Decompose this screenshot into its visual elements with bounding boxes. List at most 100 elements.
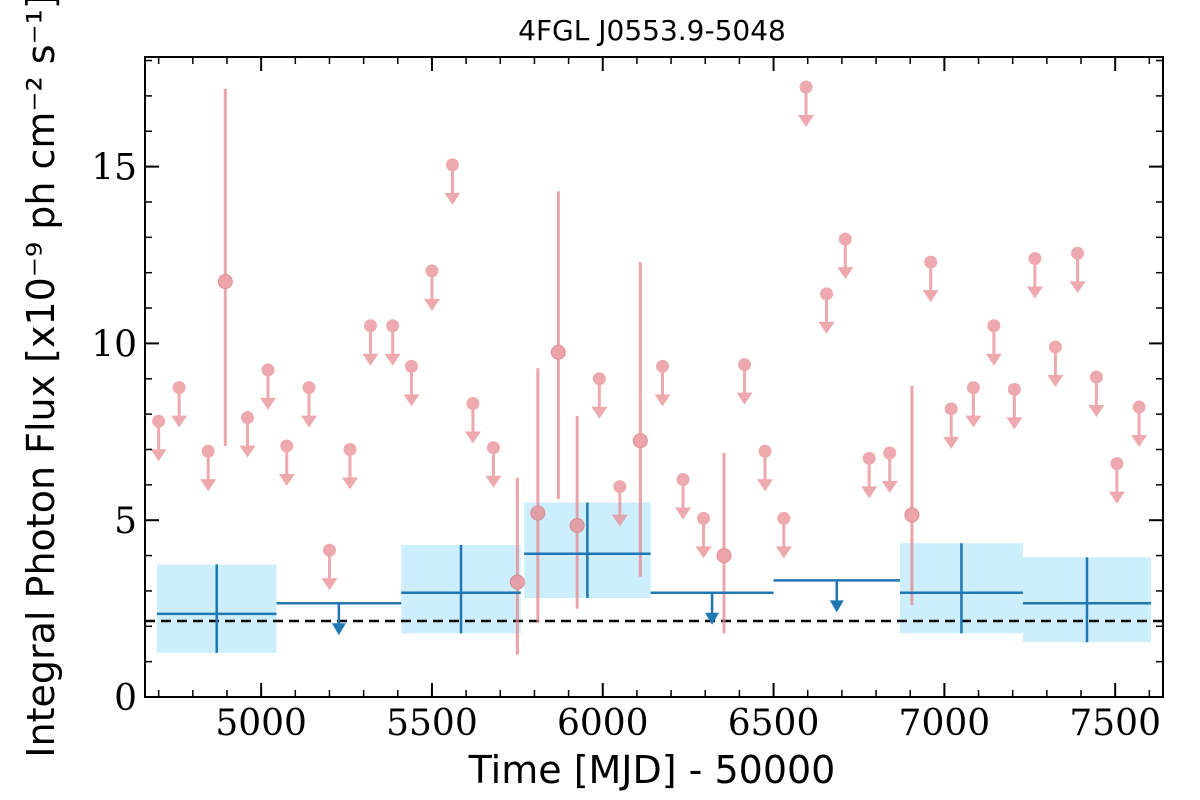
upper-limit-arrowhead <box>485 475 502 488</box>
short-bin-upper-limit <box>1131 400 1148 448</box>
long-limit-arrowhead <box>829 600 844 613</box>
short-bin-upper-limit <box>403 359 420 407</box>
upper-limit-marker <box>883 446 897 460</box>
upper-limit-marker <box>404 359 418 373</box>
upper-limit-arrowhead <box>1069 281 1086 294</box>
short-bin-upper-limit <box>1088 370 1105 417</box>
long-bin-upper-limit <box>276 602 402 636</box>
upper-limit-arrowhead <box>861 486 878 499</box>
short-bin-detection <box>530 368 546 623</box>
short-bin-upper-limit <box>362 319 379 366</box>
short-bin-upper-limit <box>239 411 256 458</box>
upper-limit-arrowhead <box>922 290 939 303</box>
short-bin-upper-limit <box>150 414 167 462</box>
short-bin-upper-limit <box>278 439 295 486</box>
short-bin-upper-limit <box>1026 252 1043 299</box>
upper-limit-marker <box>758 444 772 458</box>
upper-limit-marker <box>987 319 1001 333</box>
upper-limit-arrowhead <box>341 477 358 490</box>
short-bin-upper-limit <box>485 441 502 488</box>
short-bin-upper-limit <box>881 446 898 494</box>
upper-limit-arrowhead <box>403 394 420 407</box>
short-bin-detection <box>716 453 732 634</box>
detection-marker <box>569 518 585 534</box>
upper-limit-arrowhead <box>881 481 898 494</box>
long-bin-points <box>156 502 1152 653</box>
upper-limit-arrowhead <box>362 353 379 366</box>
y-tick-label: 10 <box>91 324 137 365</box>
upper-limit-marker <box>280 439 294 453</box>
upper-limit-marker <box>261 363 275 377</box>
detection-marker <box>716 548 732 564</box>
upper-limit-arrowhead <box>757 479 774 492</box>
short-bin-upper-limit <box>423 264 440 311</box>
chart-title: 4FGL J0553.9-5048 <box>518 14 786 47</box>
short-bin-upper-limit <box>1047 340 1064 387</box>
upper-limit-arrowhead <box>423 298 440 311</box>
y-tick-label: 15 <box>91 148 137 189</box>
short-bin-detection <box>217 88 233 446</box>
upper-limit-arrowhead <box>1026 286 1043 299</box>
upper-limit-arrowhead <box>150 449 167 462</box>
long-limit-arrowhead <box>705 612 720 625</box>
upper-limit-marker <box>966 381 980 395</box>
short-bin-upper-limit <box>985 319 1002 366</box>
long-bin-bands <box>156 502 1152 653</box>
long-bin-detection <box>156 564 277 653</box>
upper-limit-arrowhead <box>591 406 608 419</box>
short-bin-upper-limit <box>171 381 188 428</box>
long-bin-detection <box>401 544 521 634</box>
upper-limit-marker <box>697 511 711 525</box>
upper-limit-marker <box>613 480 627 494</box>
upper-limit-marker <box>486 441 500 455</box>
detection-marker <box>550 344 566 360</box>
upper-limit-marker <box>201 444 215 458</box>
upper-limit-marker <box>592 372 606 386</box>
long-limit-arrowhead <box>331 623 346 636</box>
short-bin-upper-limit <box>1108 457 1125 504</box>
upper-limit-arrowhead <box>611 514 628 527</box>
upper-limit-marker <box>676 473 690 487</box>
upper-limit-marker <box>152 414 166 428</box>
long-bin-upper-limit <box>773 579 900 613</box>
upper-limit-arrowhead <box>675 507 692 520</box>
upper-limit-marker <box>838 232 852 246</box>
long-bin-detection <box>899 543 1023 634</box>
upper-limit-marker <box>386 319 400 333</box>
upper-limit-marker <box>172 381 186 395</box>
short-bin-upper-limit <box>384 319 401 366</box>
x-tick-label: 7500 <box>1069 703 1161 744</box>
upper-limit-arrowhead <box>1108 491 1125 504</box>
upper-limit-marker <box>1110 457 1124 471</box>
short-bin-upper-limit <box>444 158 461 205</box>
short-bin-upper-limit <box>200 444 217 492</box>
upper-limit-marker <box>656 359 670 373</box>
upper-limit-arrowhead <box>1006 417 1023 430</box>
upper-limit-marker <box>322 543 336 557</box>
upper-limit-marker <box>1048 340 1062 354</box>
short-bin-detection <box>569 415 585 609</box>
short-bin-detection <box>509 477 525 655</box>
y-tick-label: 5 <box>114 501 137 542</box>
upper-limit-arrowhead <box>654 394 671 407</box>
upper-limit-marker <box>445 158 459 172</box>
upper-limit-marker <box>1071 246 1085 260</box>
upper-limit-marker <box>343 442 357 456</box>
upper-limit-arrowhead <box>239 445 256 458</box>
plot-frame <box>144 56 1164 698</box>
short-bin-points <box>150 80 1148 655</box>
short-bin-upper-limit <box>736 358 753 405</box>
upper-limit-arrowhead <box>837 267 854 280</box>
detection-marker <box>530 505 546 521</box>
upper-limit-marker <box>862 451 876 465</box>
short-bin-upper-limit <box>300 381 317 428</box>
short-bin-upper-limit <box>591 372 608 419</box>
upper-limit-marker <box>799 80 813 94</box>
upper-limit-arrowhead <box>444 192 461 205</box>
detection-marker <box>509 574 525 590</box>
upper-limit-arrowhead <box>943 436 960 449</box>
upper-limit-marker <box>363 319 377 333</box>
detection-marker <box>632 433 648 449</box>
upper-limit-arrowhead <box>985 353 1002 366</box>
short-bin-upper-limit <box>1006 382 1023 430</box>
